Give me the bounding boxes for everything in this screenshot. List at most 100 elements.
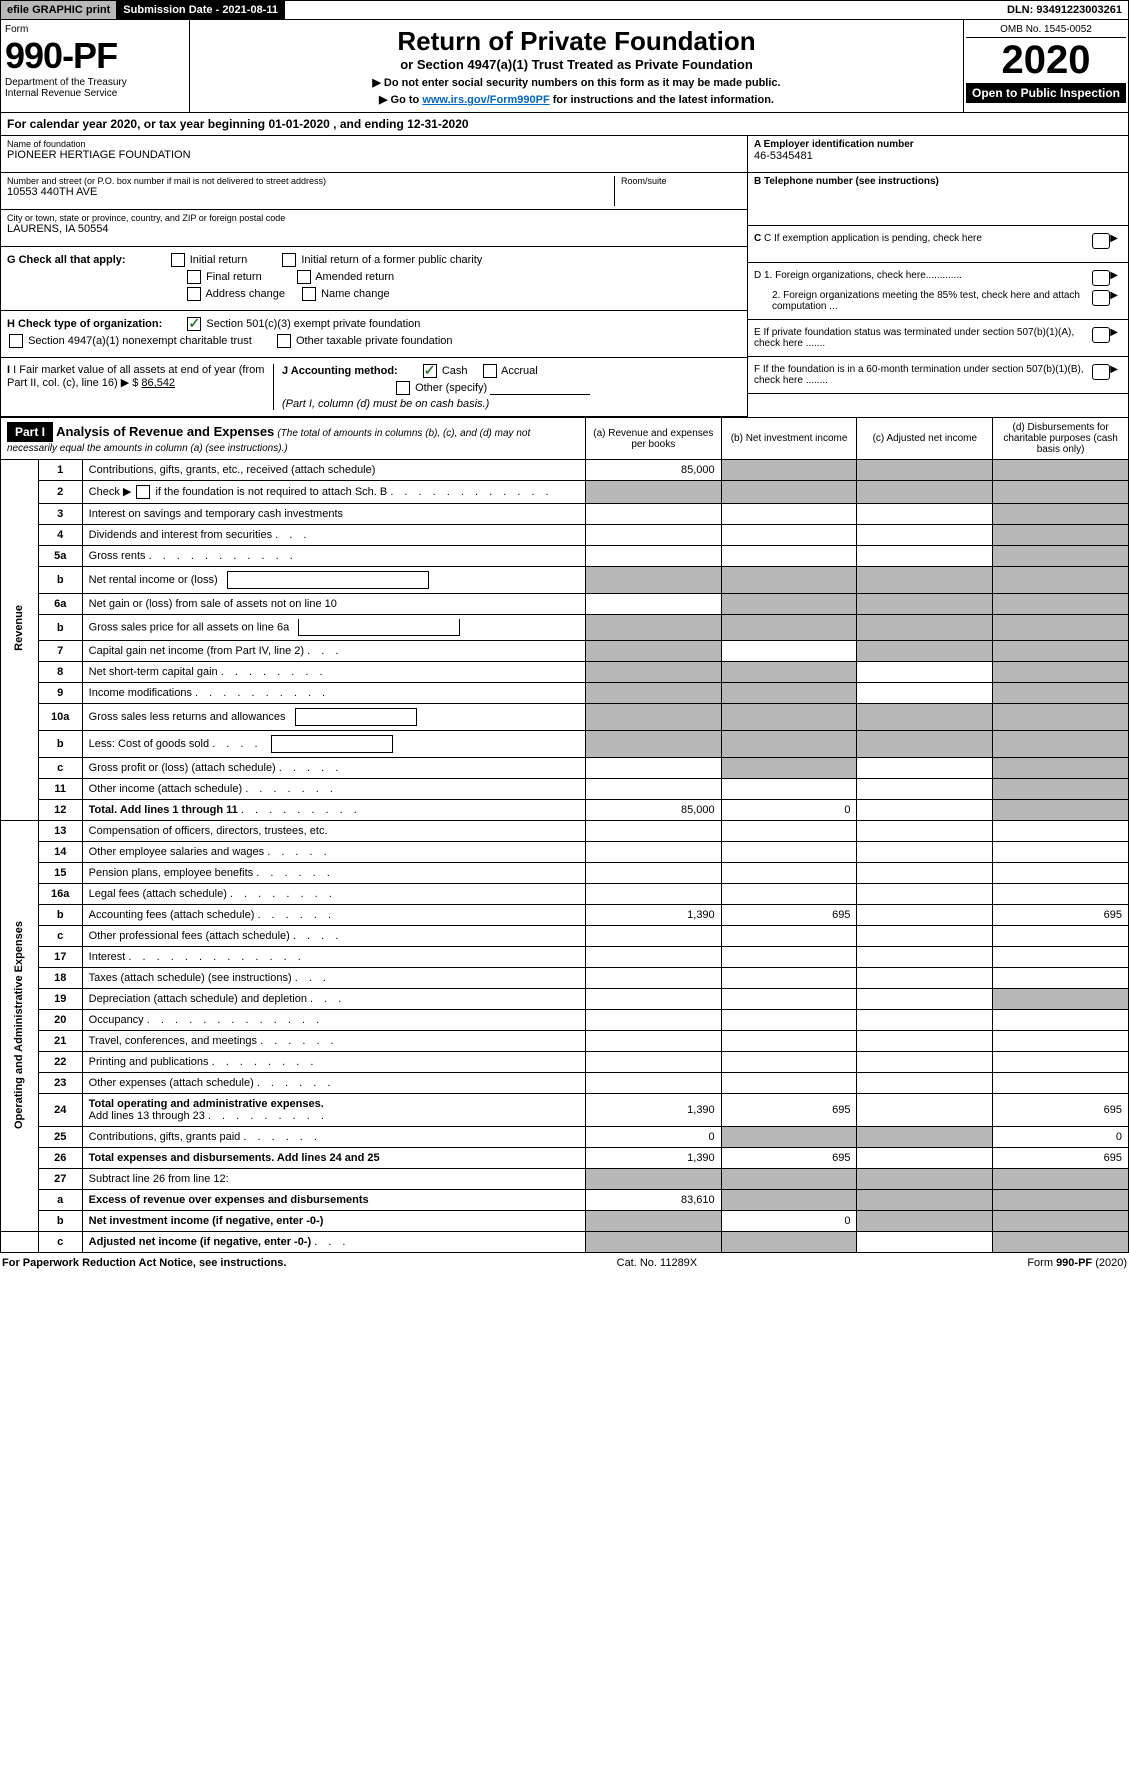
efile-print-button[interactable]: efile GRAPHIC print bbox=[1, 1, 117, 19]
schb-checkbox[interactable] bbox=[136, 485, 150, 499]
d1-checkbox[interactable] bbox=[1092, 270, 1110, 286]
initial-former-checkbox[interactable] bbox=[282, 253, 296, 267]
phone-cell: B Telephone number (see instructions) bbox=[748, 173, 1128, 226]
table-row: bAccounting fees (attach schedule) . . .… bbox=[1, 905, 1129, 926]
table-row: 16aLegal fees (attach schedule) . . . . … bbox=[1, 884, 1129, 905]
irs-label: Internal Revenue Service bbox=[5, 88, 185, 99]
g-label: G Check all that apply: bbox=[7, 254, 126, 266]
dept-treasury: Department of the Treasury bbox=[5, 77, 185, 88]
name-cell: Name of foundation PIONEER HERTIAGE FOUN… bbox=[1, 136, 747, 173]
table-row: 3Interest on savings and temporary cash … bbox=[1, 504, 1129, 525]
footer: For Paperwork Reduction Act Notice, see … bbox=[0, 1253, 1129, 1273]
table-row: 14Other employee salaries and wages . . … bbox=[1, 842, 1129, 863]
part1-table: Part I Analysis of Revenue and Expenses … bbox=[0, 417, 1129, 1253]
table-row: cAdjusted net income (if negative, enter… bbox=[1, 1232, 1129, 1253]
table-row: 26Total expenses and disbursements. Add … bbox=[1, 1148, 1129, 1169]
fmv-value: 86,542 bbox=[141, 377, 175, 389]
table-row: 24Total operating and administrative exp… bbox=[1, 1094, 1129, 1127]
dln: DLN: 93491223003261 bbox=[1001, 1, 1128, 19]
table-row: Operating and Administrative Expenses 13… bbox=[1, 821, 1129, 842]
calendar-year-line: For calendar year 2020, or tax year begi… bbox=[0, 113, 1129, 136]
table-row: 2 Check ▶ if the foundation is not requi… bbox=[1, 481, 1129, 504]
table-row: bLess: Cost of goods sold . . . . bbox=[1, 731, 1129, 758]
omb-number: OMB No. 1545-0052 bbox=[966, 22, 1126, 38]
j-label: J Accounting method: bbox=[282, 365, 398, 377]
table-row: bGross sales price for all assets on lin… bbox=[1, 615, 1129, 641]
section-h: H Check type of organization: Section 50… bbox=[1, 311, 747, 358]
table-row: 12Total. Add lines 1 through 11 . . . . … bbox=[1, 800, 1129, 821]
year-box: OMB No. 1545-0052 2020 Open to Public In… bbox=[963, 20, 1128, 112]
col-c-header: (c) Adjusted net income bbox=[857, 418, 993, 460]
foundation-info: Name of foundation PIONEER HERTIAGE FOUN… bbox=[0, 136, 1129, 417]
expenses-label: Operating and Administrative Expenses bbox=[13, 921, 25, 1129]
table-row: 22Printing and publications . . . . . . … bbox=[1, 1052, 1129, 1073]
cash-checkbox[interactable] bbox=[423, 364, 437, 378]
e-checkbox[interactable] bbox=[1092, 327, 1110, 343]
table-row: 15Pension plans, employee benefits . . .… bbox=[1, 863, 1129, 884]
room-suite-label: Room/suite bbox=[621, 176, 741, 186]
city-cell: City or town, state or province, country… bbox=[1, 210, 747, 247]
irs-link[interactable]: www.irs.gov/Form990PF bbox=[422, 94, 549, 106]
tax-year: 2020 bbox=[966, 38, 1126, 83]
table-row: 20Occupancy . . . . . . . . . . . . . bbox=[1, 1010, 1129, 1031]
c-cell: C C If exemption application is pending,… bbox=[748, 226, 1128, 263]
header-bar: efile GRAPHIC print Submission Date - 20… bbox=[0, 0, 1129, 20]
table-row: cOther professional fees (attach schedul… bbox=[1, 926, 1129, 947]
table-row: 4Dividends and interest from securities … bbox=[1, 525, 1129, 546]
table-row: 19Depreciation (attach schedule) and dep… bbox=[1, 989, 1129, 1010]
open-to-public: Open to Public Inspection bbox=[966, 83, 1126, 103]
f-checkbox[interactable] bbox=[1092, 364, 1110, 380]
d2-checkbox[interactable] bbox=[1092, 290, 1110, 306]
table-row: 25Contributions, gifts, grants paid . . … bbox=[1, 1127, 1129, 1148]
name-change-checkbox[interactable] bbox=[302, 287, 316, 301]
amended-return-checkbox[interactable] bbox=[297, 270, 311, 284]
other-taxable-checkbox[interactable] bbox=[277, 334, 291, 348]
title-box: Return of Private Foundation or Section … bbox=[190, 20, 963, 112]
table-row: 7Capital gain net income (from Part IV, … bbox=[1, 641, 1129, 662]
form-label: Form bbox=[5, 24, 185, 35]
foundation-address: 10553 440TH AVE bbox=[7, 186, 614, 198]
d-cell: D 1. Foreign organizations, check here..… bbox=[748, 263, 1128, 320]
col-b-header: (b) Net investment income bbox=[721, 418, 857, 460]
table-row: 23Other expenses (attach schedule) . . .… bbox=[1, 1073, 1129, 1094]
table-row: 18Taxes (attach schedule) (see instructi… bbox=[1, 968, 1129, 989]
cat-no: Cat. No. 11289X bbox=[617, 1257, 698, 1269]
table-row: 6aNet gain or (loss) from sale of assets… bbox=[1, 594, 1129, 615]
submission-date: Submission Date - 2021-08-11 bbox=[117, 1, 285, 19]
table-row: cGross profit or (loss) (attach schedule… bbox=[1, 758, 1129, 779]
other-method-checkbox[interactable] bbox=[396, 381, 410, 395]
table-row: 9Income modifications . . . . . . . . . … bbox=[1, 683, 1129, 704]
ssn-warning: ▶ Do not enter social security numbers o… bbox=[196, 76, 957, 89]
table-row: 8Net short-term capital gain . . . . . .… bbox=[1, 662, 1129, 683]
form-number-box: Form 990-PF Department of the Treasury I… bbox=[1, 20, 190, 112]
final-return-checkbox[interactable] bbox=[187, 270, 201, 284]
sec501-checkbox[interactable] bbox=[187, 317, 201, 331]
table-row: 17Interest . . . . . . . . . . . . . bbox=[1, 947, 1129, 968]
section-g: G Check all that apply: Initial return I… bbox=[1, 247, 747, 311]
table-row: 27Subtract line 26 from line 12: bbox=[1, 1169, 1129, 1190]
col-d-header: (d) Disbursements for charitable purpose… bbox=[993, 418, 1129, 460]
goto-note: ▶ Go to www.irs.gov/Form990PF for instru… bbox=[196, 93, 957, 106]
foundation-name: PIONEER HERTIAGE FOUNDATION bbox=[7, 149, 741, 161]
address-cell: Number and street (or P.O. box number if… bbox=[1, 173, 747, 210]
part1-label: Part I bbox=[7, 422, 53, 442]
c-checkbox[interactable] bbox=[1092, 233, 1110, 249]
form-title-row: Form 990-PF Department of the Treasury I… bbox=[0, 20, 1129, 113]
sec4947-checkbox[interactable] bbox=[9, 334, 23, 348]
address-change-checkbox[interactable] bbox=[187, 287, 201, 301]
table-row: bNet investment income (if negative, ent… bbox=[1, 1211, 1129, 1232]
i-label: I Fair market value of all assets at end… bbox=[7, 364, 264, 389]
table-row: 21Travel, conferences, and meetings . . … bbox=[1, 1031, 1129, 1052]
h-label: H Check type of organization: bbox=[7, 318, 162, 330]
paperwork-notice: For Paperwork Reduction Act Notice, see … bbox=[2, 1257, 286, 1269]
j-note: (Part I, column (d) must be on cash basi… bbox=[282, 398, 741, 410]
ein-value: 46-5345481 bbox=[754, 150, 1122, 162]
table-row: bNet rental income or (loss) bbox=[1, 567, 1129, 594]
initial-return-checkbox[interactable] bbox=[171, 253, 185, 267]
col-a-header: (a) Revenue and expenses per books bbox=[585, 418, 721, 460]
ein-cell: A Employer identification number 46-5345… bbox=[748, 136, 1128, 173]
accrual-checkbox[interactable] bbox=[483, 364, 497, 378]
section-i-j: I I Fair market value of all assets at e… bbox=[1, 358, 747, 417]
e-cell: E If private foundation status was termi… bbox=[748, 320, 1128, 357]
table-row: 5aGross rents . . . . . . . . . . . bbox=[1, 546, 1129, 567]
